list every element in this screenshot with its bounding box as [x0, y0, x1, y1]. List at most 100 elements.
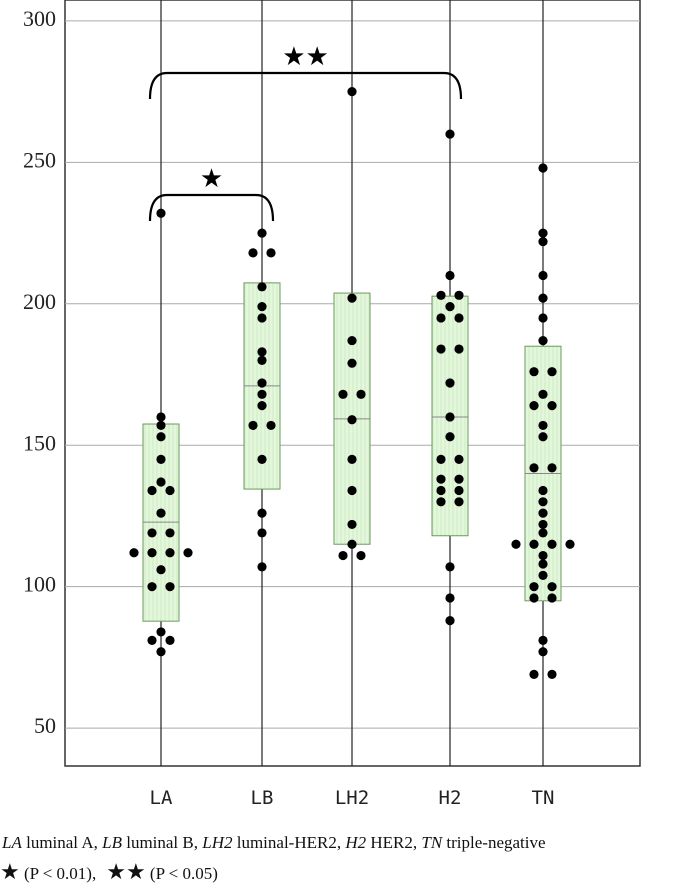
caption-name: HER2, — [366, 833, 421, 852]
data-point — [538, 528, 548, 538]
legend-symbol: ★★ — [106, 860, 145, 885]
significance-bracket — [148, 71, 463, 100]
data-point — [565, 539, 575, 549]
data-point — [257, 313, 267, 323]
data-point — [347, 519, 357, 530]
data-point — [147, 528, 157, 538]
y-tick-label: 50 — [34, 713, 56, 738]
data-point — [538, 432, 548, 442]
data-point — [529, 463, 539, 473]
data-point — [347, 539, 357, 549]
y-tick-label: 200 — [23, 289, 56, 314]
data-point — [454, 454, 464, 464]
data-point — [538, 228, 548, 238]
data-point — [347, 485, 357, 496]
data-point — [538, 635, 548, 646]
y-tick-label: 100 — [23, 572, 56, 597]
data-point — [538, 550, 548, 561]
data-point — [445, 432, 455, 442]
data-point — [257, 347, 267, 357]
caption-name: luminal B, — [122, 833, 202, 852]
data-point — [454, 485, 464, 496]
x-tick-label: LA — [150, 787, 173, 809]
data-point — [538, 485, 548, 496]
data-point — [454, 497, 464, 507]
significance-bracket — [148, 193, 275, 222]
data-point — [248, 248, 258, 258]
caption: LA luminal A, LB luminal B, LH2 luminal-… — [1, 833, 546, 852]
x-tick-label: TN — [532, 787, 555, 809]
caption-name: luminal A, — [22, 833, 102, 852]
x-tick-label: LH2 — [335, 787, 369, 809]
data-point — [538, 570, 548, 580]
data-point — [356, 550, 366, 561]
legend-text: (P < 0.01), — [20, 864, 96, 883]
data-point — [445, 129, 455, 139]
data-point — [156, 508, 166, 518]
data-point — [347, 454, 357, 464]
y-tick-label: 150 — [23, 430, 56, 455]
data-point — [156, 420, 166, 431]
data-point — [529, 582, 539, 592]
data-point — [257, 355, 267, 365]
data-point — [454, 313, 464, 323]
data-point — [156, 647, 166, 657]
data-point — [445, 412, 455, 422]
data-point — [248, 420, 258, 431]
data-point — [529, 539, 539, 549]
data-point — [547, 582, 557, 592]
data-point — [165, 528, 175, 538]
data-point — [436, 290, 446, 300]
data-point — [257, 562, 267, 572]
data-point — [129, 548, 139, 558]
data-point — [436, 313, 446, 323]
data-point — [147, 485, 157, 496]
data-point — [538, 389, 548, 399]
data-point — [445, 378, 455, 388]
data-point — [445, 616, 455, 626]
data-point — [538, 559, 548, 569]
y-tick-label: 250 — [23, 147, 56, 172]
data-point — [445, 270, 455, 281]
data-point — [156, 208, 166, 218]
data-point — [156, 565, 166, 575]
data-point — [445, 593, 455, 603]
data-point — [147, 548, 157, 558]
data-point — [547, 367, 557, 377]
data-point — [156, 477, 166, 487]
data-point — [156, 412, 166, 422]
data-point — [436, 485, 446, 496]
data-point — [538, 163, 548, 173]
legend-symbol: ★ — [0, 860, 20, 885]
data-point — [529, 669, 539, 679]
y-tick-label: 300 — [23, 6, 56, 31]
data-point — [538, 270, 548, 281]
data-point — [347, 87, 357, 97]
data-point — [529, 593, 539, 603]
data-point — [257, 389, 267, 399]
x-tick-label: H2 — [439, 787, 462, 809]
data-point — [538, 236, 548, 247]
data-point — [547, 539, 557, 549]
data-point — [165, 582, 175, 592]
data-point — [165, 548, 175, 558]
caption-abbr: LB — [101, 833, 122, 852]
data-point — [454, 474, 464, 484]
data-point — [257, 454, 267, 464]
data-point — [257, 528, 267, 538]
data-point — [436, 497, 446, 507]
data-point — [538, 293, 548, 303]
data-point — [547, 593, 557, 603]
data-point — [529, 401, 539, 411]
caption-abbr: LA — [1, 833, 22, 852]
caption-name: luminal-HER2, — [232, 833, 345, 852]
data-point — [547, 669, 557, 679]
data-point — [538, 519, 548, 530]
data-point — [257, 282, 267, 292]
data-point — [257, 378, 267, 388]
significance-label: ★ — [200, 164, 223, 194]
significance-label: ★★ — [282, 42, 329, 72]
data-point — [156, 454, 166, 464]
data-point — [538, 647, 548, 657]
